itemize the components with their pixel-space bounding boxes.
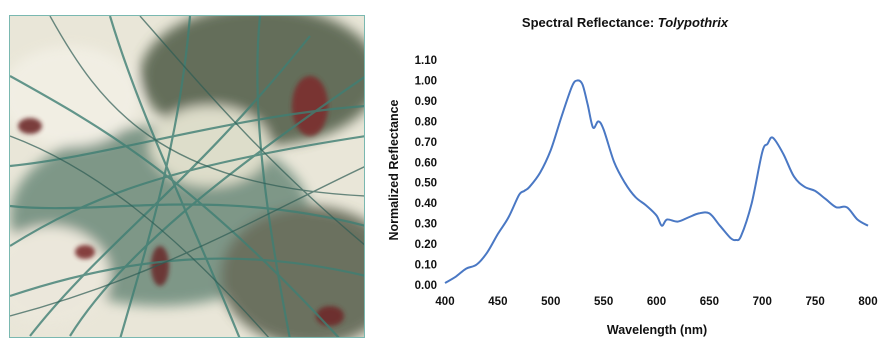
x-tick-label: 650 <box>700 296 719 308</box>
chart-title-prefix: Spectral Reflectance: <box>522 15 658 30</box>
chart-svg: Spectral Reflectance: Tolypothrix 0.00 0.… <box>370 0 891 340</box>
y-tick-label: 0.10 <box>415 260 437 272</box>
y-tick-label: 0.70 <box>415 137 437 149</box>
y-tick-label: 0.20 <box>415 239 437 251</box>
y-tick-label: 0.80 <box>415 116 437 128</box>
y-tick-label: 0.60 <box>415 157 437 169</box>
y-tick-label: 0.50 <box>415 178 437 190</box>
y-tick-label: 1.10 <box>415 55 437 67</box>
x-tick-label: 450 <box>488 296 507 308</box>
x-tick-label: 500 <box>541 296 560 308</box>
chart-title-italic: Tolypothrix <box>658 15 729 30</box>
y-tick-label: 0.30 <box>415 219 437 231</box>
x-tick-label: 400 <box>435 296 454 308</box>
chart-title: Spectral Reflectance: Tolypothrix <box>522 15 729 30</box>
x-tick-label: 600 <box>647 296 666 308</box>
x-axis-label: Wavelength (nm) <box>607 323 707 337</box>
microscopy-image-icon <box>10 16 365 338</box>
x-tick-label: 700 <box>753 296 772 308</box>
x-tick-label: 750 <box>806 296 825 308</box>
y-tick-label: 1.00 <box>415 75 437 87</box>
x-tick-label: 800 <box>858 296 877 308</box>
x-tick-label: 550 <box>594 296 613 308</box>
series-line <box>445 80 868 283</box>
microscopy-photo <box>9 15 365 338</box>
y-tick-label: 0.90 <box>415 96 437 108</box>
y-tick-label: 0.00 <box>415 280 437 292</box>
y-axis-label: Normalized Reflectance <box>387 99 401 240</box>
y-tick-label: 0.40 <box>415 198 437 210</box>
reflectance-chart: Spectral Reflectance: Tolypothrix 0.00 0.… <box>370 0 891 340</box>
